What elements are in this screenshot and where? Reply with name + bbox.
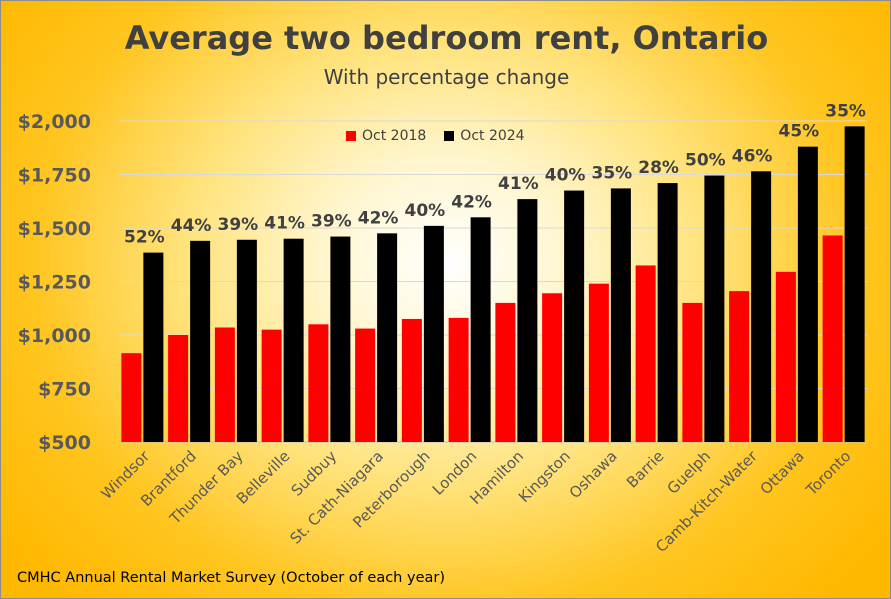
data-label-toronto: 35% xyxy=(825,101,866,121)
bar-oct-2018-st-cath-niagara xyxy=(355,328,376,442)
bar-oct-2024-london xyxy=(470,217,491,442)
bar-oct-2018-sudbuy xyxy=(308,324,329,442)
bar-oct-2018-london xyxy=(448,317,469,442)
bar-oct-2018-thunder-bay xyxy=(214,327,235,442)
bar-oct-2024-belleville xyxy=(283,238,304,442)
bar-oct-2018-camb-kitch-water xyxy=(729,291,750,442)
bar-oct-2024-st-cath-niagara xyxy=(377,233,398,442)
bar-oct-2018-hamilton xyxy=(495,302,516,442)
legend-swatch-oct-2018 xyxy=(346,131,356,141)
bar-oct-2018-guelph xyxy=(682,302,703,442)
bar-oct-2024-oshawa xyxy=(610,188,631,442)
data-label-guelph: 50% xyxy=(685,151,726,171)
bar-oct-2024-camb-kitch-water xyxy=(751,171,772,443)
data-label-ottawa: 45% xyxy=(779,122,820,142)
data-label-sudbuy: 39% xyxy=(311,212,352,232)
bar-oct-2018-belleville xyxy=(261,329,282,442)
bar-oct-2018-oshawa xyxy=(588,283,609,442)
y-tick-label: $1,750 xyxy=(18,165,91,187)
data-label-st-cath-niagara: 42% xyxy=(358,208,399,228)
x-tick-label-kingston: Kingston xyxy=(515,447,574,506)
chart-title: Average two bedroom rent, Ontario xyxy=(124,19,769,57)
y-tick-label: $1,500 xyxy=(18,218,91,240)
bar-oct-2024-guelph xyxy=(704,175,725,442)
y-tick-label: $750 xyxy=(38,379,91,401)
bar-oct-2018-ottawa xyxy=(775,271,796,442)
y-tick-label: $1,000 xyxy=(18,325,91,347)
legend-item-oct-2024: Oct 2024 xyxy=(444,128,525,144)
data-label-brantford: 44% xyxy=(171,216,212,236)
x-tick-label-oshawa: Oshawa xyxy=(566,447,621,502)
bar-oct-2018-windsor xyxy=(121,353,142,442)
bar-oct-2024-ottawa xyxy=(797,146,818,442)
data-label-london: 42% xyxy=(451,192,492,212)
bar-oct-2024-kingston xyxy=(564,190,585,442)
bar-oct-2024-brantford xyxy=(190,240,211,442)
data-label-windsor: 52% xyxy=(124,228,165,248)
x-tick-label-toronto: Toronto xyxy=(802,447,855,500)
x-tick-label-barrie: Barrie xyxy=(623,447,668,492)
bar-oct-2018-brantford xyxy=(168,335,189,442)
bar-oct-2018-peterborough xyxy=(401,318,422,442)
data-label-oshawa: 35% xyxy=(592,163,633,183)
data-label-barrie: 28% xyxy=(638,158,679,178)
y-tick-label: $2,000 xyxy=(18,111,91,133)
bar-oct-2024-barrie xyxy=(657,183,678,442)
legend-label-oct-2018: Oct 2018 xyxy=(362,128,427,144)
bar-oct-2024-thunder-bay xyxy=(236,239,257,442)
data-label-belleville: 41% xyxy=(264,214,305,234)
legend: Oct 2018 Oct 2024 xyxy=(346,128,525,144)
bar-oct-2024-peterborough xyxy=(423,225,444,442)
bar-oct-2024-hamilton xyxy=(517,199,538,442)
bar-oct-2018-toronto xyxy=(822,235,843,442)
y-tick-label: $1,250 xyxy=(18,272,91,294)
y-tick-label: $500 xyxy=(38,432,91,454)
data-label-hamilton: 41% xyxy=(498,174,539,194)
chart-subtitle: With percentage change xyxy=(323,65,570,89)
legend-swatch-oct-2024 xyxy=(444,131,455,141)
bar-oct-2024-windsor xyxy=(143,252,164,442)
source-note: CMHC Annual Rental Market Survey (Octobe… xyxy=(17,570,445,586)
bar-oct-2024-sudbuy xyxy=(330,236,351,442)
bar-oct-2018-barrie xyxy=(635,265,656,442)
data-label-kingston: 40% xyxy=(545,166,586,186)
data-label-peterborough: 40% xyxy=(405,201,446,221)
bar-oct-2024-toronto xyxy=(844,126,865,442)
data-label-camb-kitch-water: 46% xyxy=(732,146,773,166)
data-label-thunder-bay: 39% xyxy=(218,215,259,235)
bar-oct-2018-kingston xyxy=(542,293,563,442)
x-tick-label-ottawa: Ottawa xyxy=(757,447,808,498)
legend-item-oct-2018: Oct 2018 xyxy=(346,128,426,144)
legend-label-oct-2024: Oct 2024 xyxy=(460,128,525,144)
